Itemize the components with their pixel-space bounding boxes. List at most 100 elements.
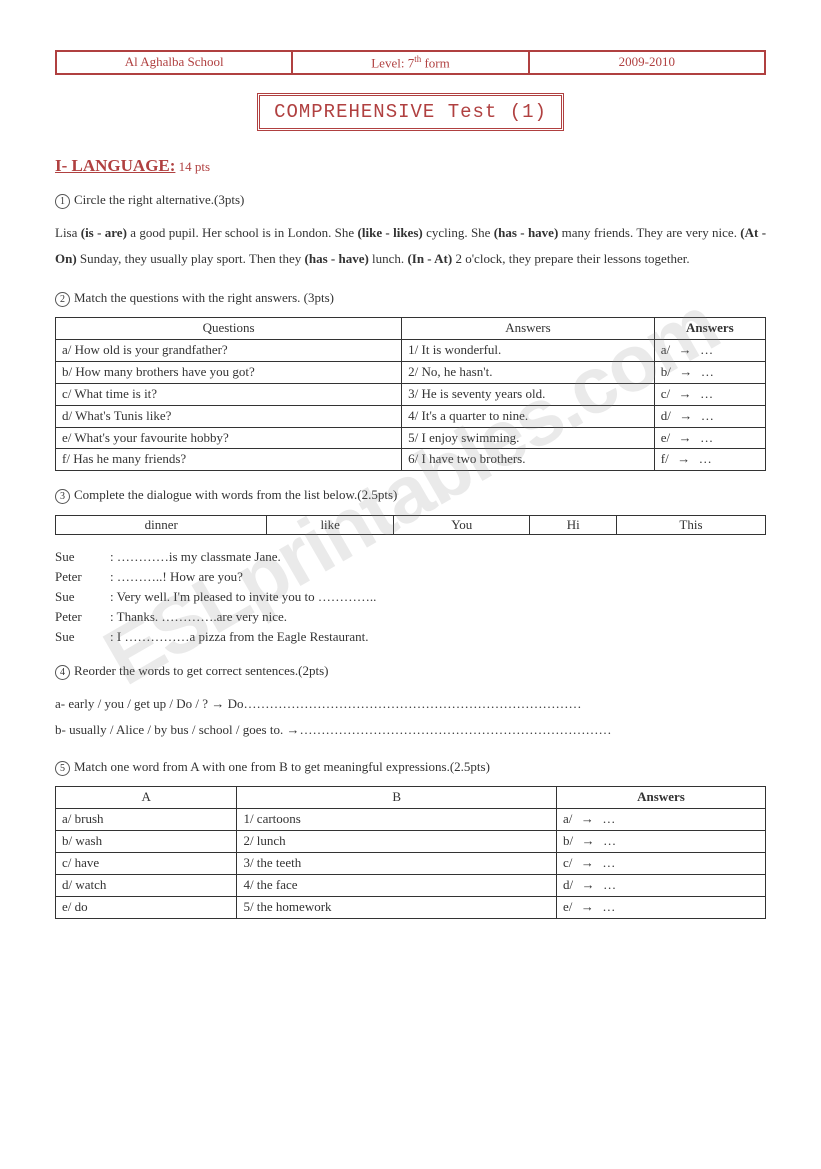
table-row: e/ What's your favourite hobby? 5/ I enj… [56, 427, 766, 449]
q5-text: Match one word from A with one from B to… [74, 759, 490, 774]
dialogue-row: Sue: Very well. I'm pleased to invite yo… [55, 587, 766, 607]
q5-b: 2/ lunch [237, 831, 557, 853]
speaker: Sue [55, 587, 110, 607]
table-row: f/ Has he many friends? 6/ I have two br… [56, 449, 766, 471]
level-post: form [421, 55, 450, 70]
q5-col3: Answers [556, 787, 765, 809]
q2-table: Questions Answers Answers a/ How old is … [55, 317, 766, 471]
q2-num: 2 [55, 292, 70, 307]
q4-items: a- early / you / get up / Do / ? → Do………… [55, 691, 766, 743]
reorder-item: a- early / you / get up / Do / ? → Do………… [55, 691, 766, 717]
section-heading-pts: 14 pts [175, 159, 210, 174]
q2-instr: 2 Match the questions with the right answ… [55, 288, 766, 308]
title-text: COMPREHENSIVE Test (1) [257, 93, 564, 131]
dialogue-row: Peter: Thanks. ………….are very nice. [55, 607, 766, 627]
q2-key: d/→… [654, 405, 765, 427]
q2-answer: 2/ No, he hasn't. [402, 362, 655, 384]
q2-question: e/ What's your favourite hobby? [56, 427, 402, 449]
q5-key: d/→… [556, 874, 765, 896]
q1-num: 1 [55, 194, 70, 209]
q5-a: e/ do [56, 896, 237, 918]
q2-answer: 6/ I have two brothers. [402, 449, 655, 471]
table-row: e/ do 5/ the homework e/→… [56, 896, 766, 918]
table-row: b/ How many brothers have you got? 2/ No… [56, 362, 766, 384]
reorder-item: b- usually / Alice / by bus / school / g… [55, 717, 766, 743]
q2-key: e/→… [654, 427, 765, 449]
q5-key: c/→… [556, 852, 765, 874]
header-school: Al Aghalba School [57, 52, 293, 73]
section-heading: I- LANGUAGE: 14 pts [55, 156, 766, 176]
q2-answer: 4/ It's a quarter to nine. [402, 405, 655, 427]
line: : I ……………a pizza from the Eagle Restaura… [110, 627, 368, 647]
speaker: Sue [55, 627, 110, 647]
q4-num: 4 [55, 665, 70, 680]
q3-dialogue: Sue: …………is my classmate Jane.Peter: ………… [55, 547, 766, 648]
q1-text: Circle the right alternative.(3pts) [74, 192, 244, 207]
q5-key: e/→… [556, 896, 765, 918]
speaker: Sue [55, 547, 110, 567]
line: : Thanks. ………….are very nice. [110, 607, 287, 627]
header-row: Al Aghalba School Level: 7th form 2009-2… [55, 50, 766, 75]
section-heading-text: I- LANGUAGE: [55, 156, 175, 175]
q5-key: b/→… [556, 831, 765, 853]
q4-text: Reorder the words to get correct sentenc… [74, 663, 329, 678]
speaker: Peter [55, 567, 110, 587]
table-row: c/ have 3/ the teeth c/→… [56, 852, 766, 874]
table-row: d/ What's Tunis like? 4/ It's a quarter … [56, 405, 766, 427]
q5-num: 5 [55, 761, 70, 776]
dialogue-row: Sue: I ……………a pizza from the Eagle Resta… [55, 627, 766, 647]
q2-question: b/ How many brothers have you got? [56, 362, 402, 384]
q2-question: f/ Has he many friends? [56, 449, 402, 471]
q2-text: Match the questions with the right answe… [74, 290, 334, 305]
header-level: Level: 7th form [293, 52, 529, 73]
table-row: b/ wash 2/ lunch b/→… [56, 831, 766, 853]
word-cell: This [616, 515, 765, 534]
q5-a: b/ wash [56, 831, 237, 853]
q5-key: a/→… [556, 809, 765, 831]
q2-key: b/→… [654, 362, 765, 384]
q5-instr: 5 Match one word from A with one from B t… [55, 757, 766, 777]
q5-b: 3/ the teeth [237, 852, 557, 874]
q5-a: c/ have [56, 852, 237, 874]
header-year: 2009-2010 [530, 52, 764, 73]
dialogue-row: Peter: ………..! How are you? [55, 567, 766, 587]
q1-instr: 1 Circle the right alternative.(3pts) [55, 190, 766, 210]
q2-key: a/→… [654, 340, 765, 362]
q5-a: a/ brush [56, 809, 237, 831]
table-row: a/ brush 1/ cartoons a/→… [56, 809, 766, 831]
q2-question: c/ What time is it? [56, 383, 402, 405]
q3-num: 3 [55, 489, 70, 504]
word-cell: like [267, 515, 394, 534]
q2-key: f/→… [654, 449, 765, 471]
q2-question: d/ What's Tunis like? [56, 405, 402, 427]
q1-passage: Lisa (is - are) a good pupil. Her school… [55, 220, 766, 272]
line: : ………..! How are you? [110, 567, 243, 587]
word-cell: You [394, 515, 530, 534]
q5-b: 1/ cartoons [237, 809, 557, 831]
q3-wordbank: dinnerlikeYouHiThis [55, 515, 766, 535]
q3-instr: 3 Complete the dialogue with words from t… [55, 485, 766, 505]
q2-answer: 3/ He is seventy years old. [402, 383, 655, 405]
table-row: c/ What time is it? 3/ He is seventy yea… [56, 383, 766, 405]
word-cell: Hi [530, 515, 616, 534]
q3-text: Complete the dialogue with words from th… [74, 487, 397, 502]
level-label: Level: [371, 55, 407, 70]
q5-b: 5/ the homework [237, 896, 557, 918]
q2-key: c/→… [654, 383, 765, 405]
line: : …………is my classmate Jane. [110, 547, 281, 567]
line: : Very well. I'm pleased to invite you t… [110, 587, 376, 607]
q5-col1: A [56, 787, 237, 809]
q5-col2: B [237, 787, 557, 809]
q2-answer: 5/ I enjoy swimming. [402, 427, 655, 449]
title-box: COMPREHENSIVE Test (1) [55, 93, 766, 131]
q5-b: 4/ the face [237, 874, 557, 896]
dialogue-row: Sue: …………is my classmate Jane. [55, 547, 766, 567]
speaker: Peter [55, 607, 110, 627]
q5-a: d/ watch [56, 874, 237, 896]
q2-question: a/ How old is your grandfather? [56, 340, 402, 362]
q2-answer: 1/ It is wonderful. [402, 340, 655, 362]
table-row: a/ How old is your grandfather? 1/ It is… [56, 340, 766, 362]
q2-col2: Answers [402, 318, 655, 340]
q2-col3: Answers [654, 318, 765, 340]
q4-instr: 4 Reorder the words to get correct senten… [55, 661, 766, 681]
